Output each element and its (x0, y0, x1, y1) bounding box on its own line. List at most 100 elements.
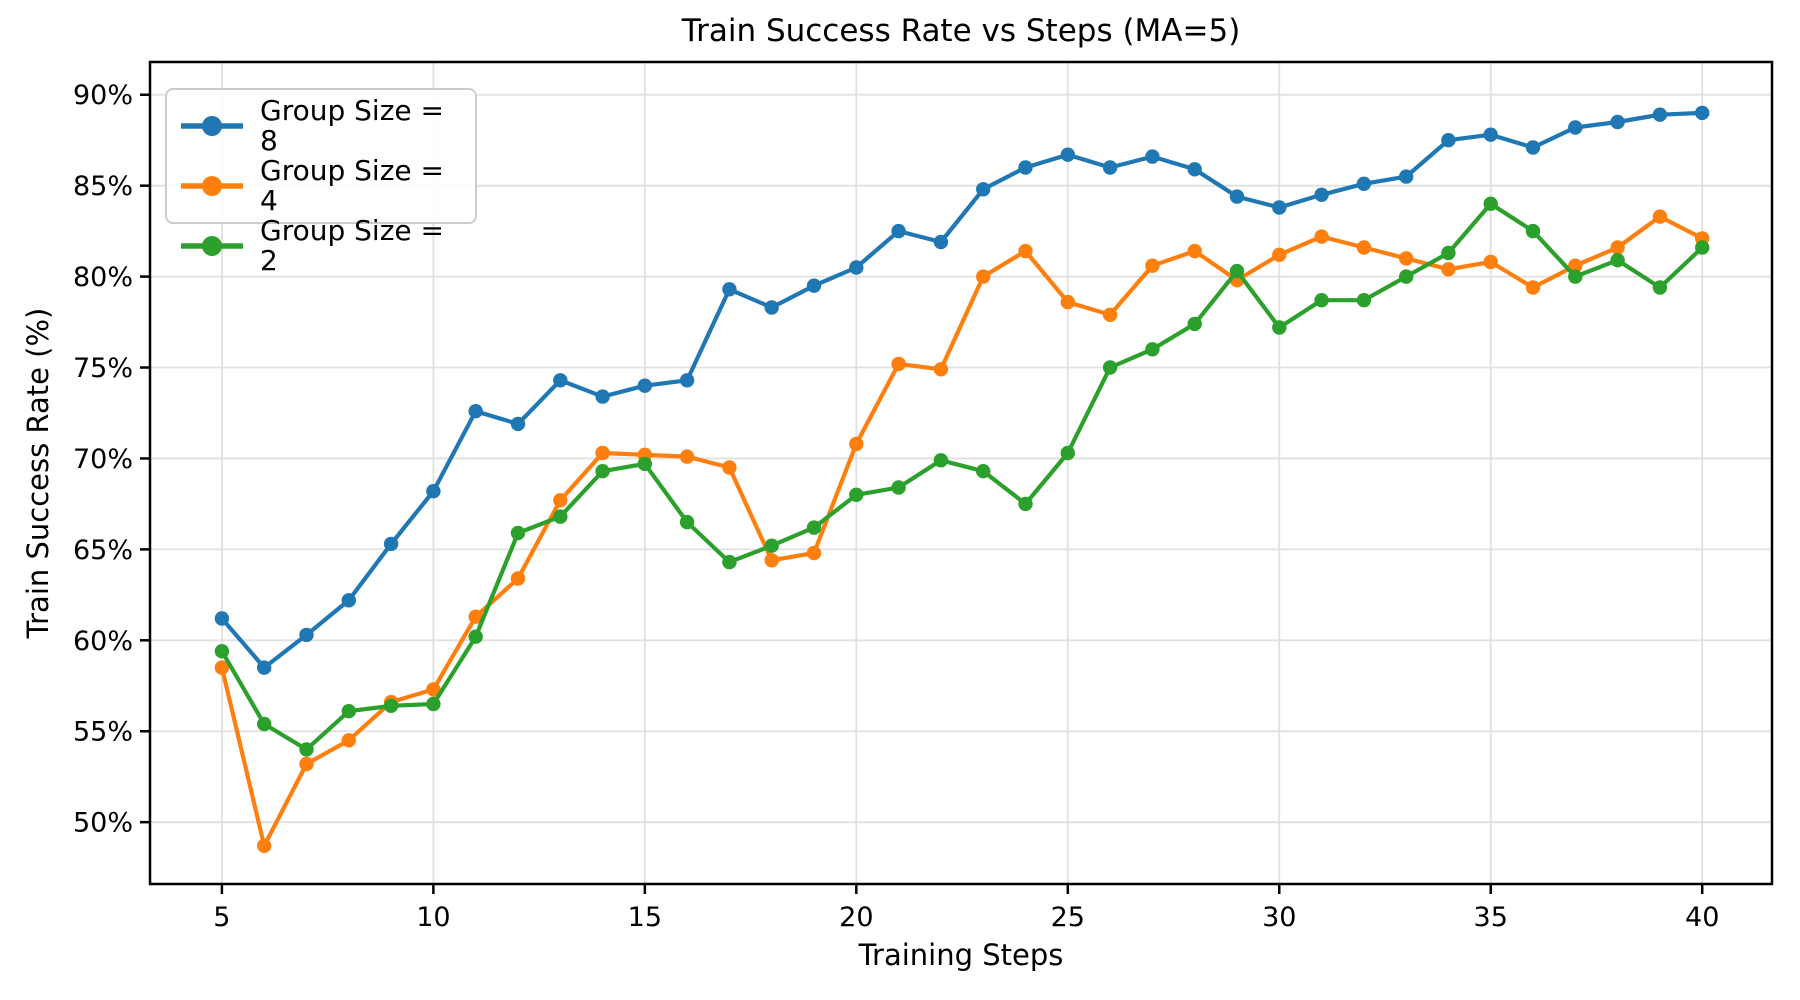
legend: Group Size = 8 Group Size = 4 Group Size =… (165, 88, 477, 276)
series-marker-group-size-8 (1314, 187, 1329, 202)
series-marker-group-size-8 (764, 300, 779, 315)
series-marker-group-size-8 (341, 593, 356, 608)
y-tick-label: 75% (73, 353, 133, 384)
series-marker-group-size-8 (1610, 114, 1625, 130)
series-marker-group-size-2 (806, 520, 822, 535)
series-marker-group-size-8 (257, 660, 272, 675)
series-marker-group-size-8 (637, 378, 652, 393)
series-marker-group-size-4 (933, 362, 949, 377)
series-marker-group-size-8 (553, 373, 568, 388)
series-marker-group-size-8 (595, 389, 610, 404)
series-marker-group-size-2 (1145, 342, 1160, 357)
series-marker-group-size-8 (383, 536, 399, 552)
series-marker-group-size-8 (1695, 105, 1710, 121)
series-marker-group-size-2 (1229, 263, 1245, 279)
plot-border (148, 60, 1774, 886)
series-marker-group-size-8 (1652, 107, 1668, 122)
x-tick-label: 40 (1685, 902, 1719, 933)
series-marker-group-size-4 (891, 356, 906, 372)
series-marker-group-size-8 (1356, 176, 1372, 191)
legend-item-group-size-4: Group Size = 4 (179, 156, 463, 216)
series-marker-group-size-4 (299, 756, 314, 772)
series-marker-group-size-2 (1568, 269, 1583, 284)
series-marker-group-size-4 (1102, 307, 1118, 322)
series-marker-group-size-4 (257, 838, 272, 853)
series-marker-group-size-4 (806, 545, 822, 561)
series-marker-group-size-8 (1060, 147, 1076, 162)
series-marker-group-size-2 (1018, 496, 1033, 512)
series-marker-group-size-2 (1695, 240, 1710, 255)
series-marker-group-size-4 (214, 660, 230, 675)
series-marker-group-size-2 (1187, 316, 1202, 332)
series-marker-group-size-4 (976, 269, 991, 284)
series-marker-group-size-4 (1187, 243, 1202, 259)
series-marker-group-size-8 (468, 404, 483, 419)
series-marker-group-size-4 (722, 460, 737, 475)
legend-label: Group Size = 2 (260, 214, 444, 277)
legend-item-group-size-8: Group Size = 8 (179, 96, 463, 156)
series-marker-group-size-4 (1525, 280, 1541, 295)
series-marker-group-size-2 (1399, 269, 1414, 284)
series-marker-group-size-2 (1356, 293, 1372, 308)
x-tick-label: 35 (1474, 902, 1508, 933)
series-marker-group-size-8 (1568, 120, 1583, 135)
x-tick-label: 15 (628, 902, 662, 933)
y-tick-label: 50% (73, 808, 133, 839)
series-marker-group-size-8 (679, 373, 695, 388)
series-marker-group-size-4 (341, 733, 356, 748)
series-marker-group-size-4 (1060, 294, 1076, 310)
y-tick-label: 85% (73, 171, 133, 202)
y-tick-label: 80% (73, 262, 133, 293)
series-marker-group-size-8 (214, 611, 230, 626)
series-marker-group-size-4 (849, 436, 864, 452)
y-tick-label: 90% (73, 80, 133, 111)
series-marker-group-size-4 (764, 553, 779, 568)
series-marker-group-size-2 (637, 456, 652, 472)
series-marker-group-size-4 (1483, 254, 1498, 270)
series-marker-group-size-2 (341, 704, 356, 719)
series-marker-group-size-8 (1102, 160, 1118, 175)
series-marker-group-size-8 (976, 182, 991, 197)
legend-label: Group Size = 4 (260, 154, 444, 217)
series-marker-group-size-2 (1610, 253, 1625, 268)
series-marker-group-size-8 (426, 484, 441, 499)
series-marker-group-size-8 (1187, 162, 1202, 177)
x-tick-label: 30 (1262, 902, 1296, 933)
series-marker-group-size-2 (764, 538, 779, 553)
y-tick-label: 65% (73, 535, 133, 566)
y-tick-label: 55% (73, 717, 133, 748)
series-marker-group-size-2 (933, 453, 949, 468)
series-marker-group-size-8 (1229, 189, 1245, 204)
series-marker-group-size-2 (426, 696, 441, 712)
series-marker-group-size-4 (1399, 251, 1414, 266)
series-marker-group-size-2 (595, 464, 610, 479)
series-marker-group-size-4 (1652, 209, 1668, 224)
series-marker-group-size-8 (510, 416, 526, 432)
series-marker-group-size-4 (1356, 240, 1372, 255)
series-marker-group-size-8 (1145, 149, 1160, 164)
series-line-group-size-4 (219, 214, 1705, 848)
series-marker-group-size-2 (1060, 445, 1076, 461)
x-axis-label: Training Steps (858, 938, 1064, 972)
series-marker-group-size-8 (1272, 200, 1287, 215)
series-marker-group-size-4 (595, 445, 610, 461)
series-marker-group-size-2 (1525, 223, 1541, 239)
series-marker-group-size-2 (679, 514, 695, 530)
legend-line-swatch-group-size-2 (181, 236, 243, 256)
series-marker-group-size-2 (214, 644, 230, 659)
series-marker-group-size-2 (891, 480, 906, 495)
legend-marker (202, 236, 222, 256)
series-marker-group-size-2 (1314, 293, 1329, 308)
series-marker-group-size-8 (299, 627, 314, 643)
series-marker-group-size-8 (806, 278, 822, 293)
x-tick-label: 5 (213, 902, 230, 933)
series-marker-group-size-2 (1441, 245, 1456, 261)
series-marker-group-size-2 (976, 464, 991, 479)
series-marker-group-size-2 (383, 698, 399, 713)
legend-label: Group Size = 8 (260, 94, 444, 157)
series-marker-group-size-4 (426, 682, 441, 697)
series-marker-group-size-4 (1145, 258, 1160, 273)
x-tick-label: 25 (1051, 902, 1085, 933)
legend-item-group-size-2: Group Size = 2 (179, 216, 463, 276)
